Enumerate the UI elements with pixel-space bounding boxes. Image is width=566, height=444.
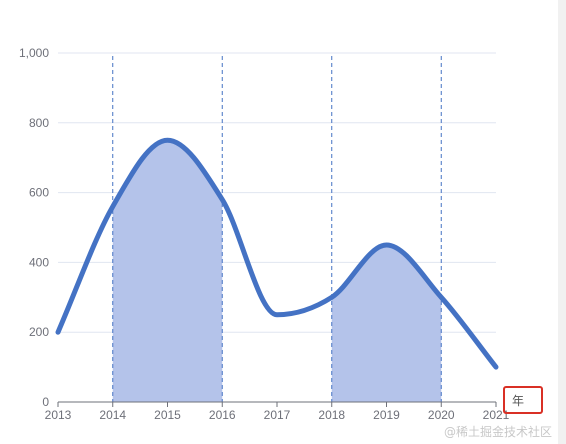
marked-area: [331, 244, 442, 402]
y-tick-label: 1,000: [19, 46, 49, 60]
x-tick-label: 2014: [99, 408, 126, 422]
x-tick-label: 2013: [45, 408, 72, 422]
series-line: [55, 137, 499, 370]
x-tick-label: 2017: [264, 408, 291, 422]
y-tick-label: 600: [29, 186, 49, 200]
y-tick-label: 0: [42, 395, 49, 409]
scrollbar[interactable]: [558, 0, 566, 444]
marked-areas: [112, 140, 442, 402]
y-tick-label: 400: [29, 255, 49, 269]
x-tick-label: 2018: [318, 408, 345, 422]
x-tick-label: 2019: [373, 408, 400, 422]
x-tick-label: 2016: [209, 408, 236, 422]
series: [55, 137, 499, 370]
y-tick-label: 800: [29, 116, 49, 130]
mark-lines: [112, 56, 442, 402]
x-axis-name-box: 年: [503, 386, 543, 414]
x-axis: 2013 2014 2015 2016 2017 2018 2019 2020 2021: [45, 401, 510, 422]
x-tick-label: 2015: [154, 408, 181, 422]
marked-area: [112, 140, 223, 402]
x-tick-label: 2021: [483, 408, 510, 422]
x-axis-name: 年: [512, 394, 524, 408]
axis-name-highlight: [503, 386, 543, 414]
y-tick-label: 200: [29, 325, 49, 339]
x-tick-label: 2020: [428, 408, 455, 422]
y-axis: 0 200 400 600 800 1,000: [19, 46, 49, 409]
watermark: @稀土掘金技术社区: [443, 425, 552, 439]
